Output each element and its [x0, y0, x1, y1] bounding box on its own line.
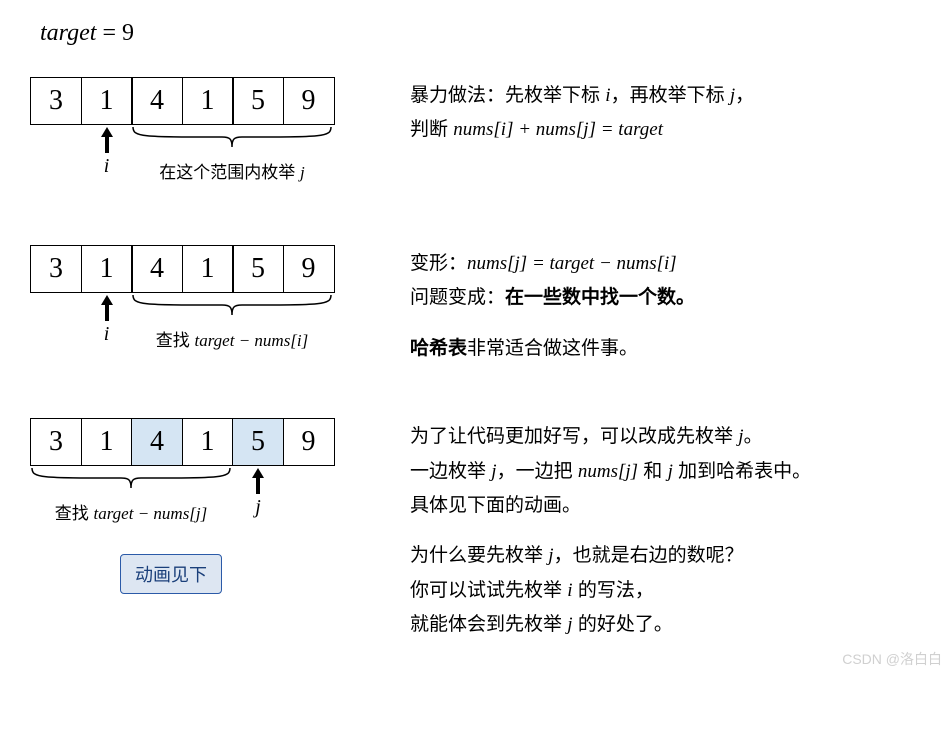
title-equation: target = 9 [30, 20, 922, 47]
explain-2: 变形：nums[j] = target − nums[i] 问题变成：在一些数中… [410, 245, 695, 368]
explain-3: 为了让代码更加好写，可以改成先枚举 j。 一边枚举 j，一边把 nums[j] … [410, 418, 811, 644]
cell: 5 [232, 245, 284, 293]
watermark: CSDN @洛白白 [842, 649, 942, 669]
cell: 1 [81, 418, 133, 466]
diagram-3: 3 1 4 1 5 9 查找 target − nums[j] j 动画见下 [30, 418, 370, 594]
brace-range-j: 在这个范围内枚举 j [131, 125, 333, 183]
section-transform: 3 1 4 1 5 9 i 查找 target − nums[i] 变形：num… [30, 245, 922, 368]
section-brute-force: 3 1 4 1 5 9 i 在这个范围内枚举 j 暴力做法：先枚举下标 i，再枚… [30, 77, 922, 195]
cell: 4 [131, 245, 183, 293]
cell: 5 [232, 77, 284, 125]
cell: 3 [30, 77, 82, 125]
animation-button[interactable]: 动画见下 [120, 554, 222, 594]
cell: 1 [81, 245, 133, 293]
cell-highlighted: 5 [232, 418, 284, 466]
array-cells-2: 3 1 4 1 5 9 [30, 245, 370, 293]
diagram-1: 3 1 4 1 5 9 i 在这个范围内枚举 j [30, 77, 370, 195]
array-cells-1: 3 1 4 1 5 9 [30, 77, 370, 125]
explain-1: 暴力做法：先枚举下标 i，再枚举下标 j， 判断 nums[i] + nums[… [410, 77, 754, 150]
diagram-2: 3 1 4 1 5 9 i 查找 target − nums[i] [30, 245, 370, 363]
pointer-i: i [81, 295, 133, 346]
cell: 9 [283, 418, 335, 466]
cell-highlighted: 4 [131, 418, 183, 466]
pointer-j: j [232, 468, 284, 519]
cell: 3 [30, 245, 82, 293]
cell: 3 [30, 418, 82, 466]
array-cells-3: 3 1 4 1 5 9 [30, 418, 370, 466]
pointer-i: i [81, 127, 133, 178]
cell: 9 [283, 245, 335, 293]
section-hashmap: 3 1 4 1 5 9 查找 target − nums[j] j 动画见下 为… [30, 418, 922, 644]
brace-lookup: 查找 target − nums[i] [131, 293, 333, 351]
cell: 4 [131, 77, 183, 125]
cell: 1 [81, 77, 133, 125]
cell: 1 [182, 418, 234, 466]
cell: 1 [182, 245, 234, 293]
cell: 9 [283, 77, 335, 125]
title-var: target [40, 20, 96, 46]
brace-lookup-left: 查找 target − nums[j] [30, 466, 232, 524]
cell: 1 [182, 77, 234, 125]
